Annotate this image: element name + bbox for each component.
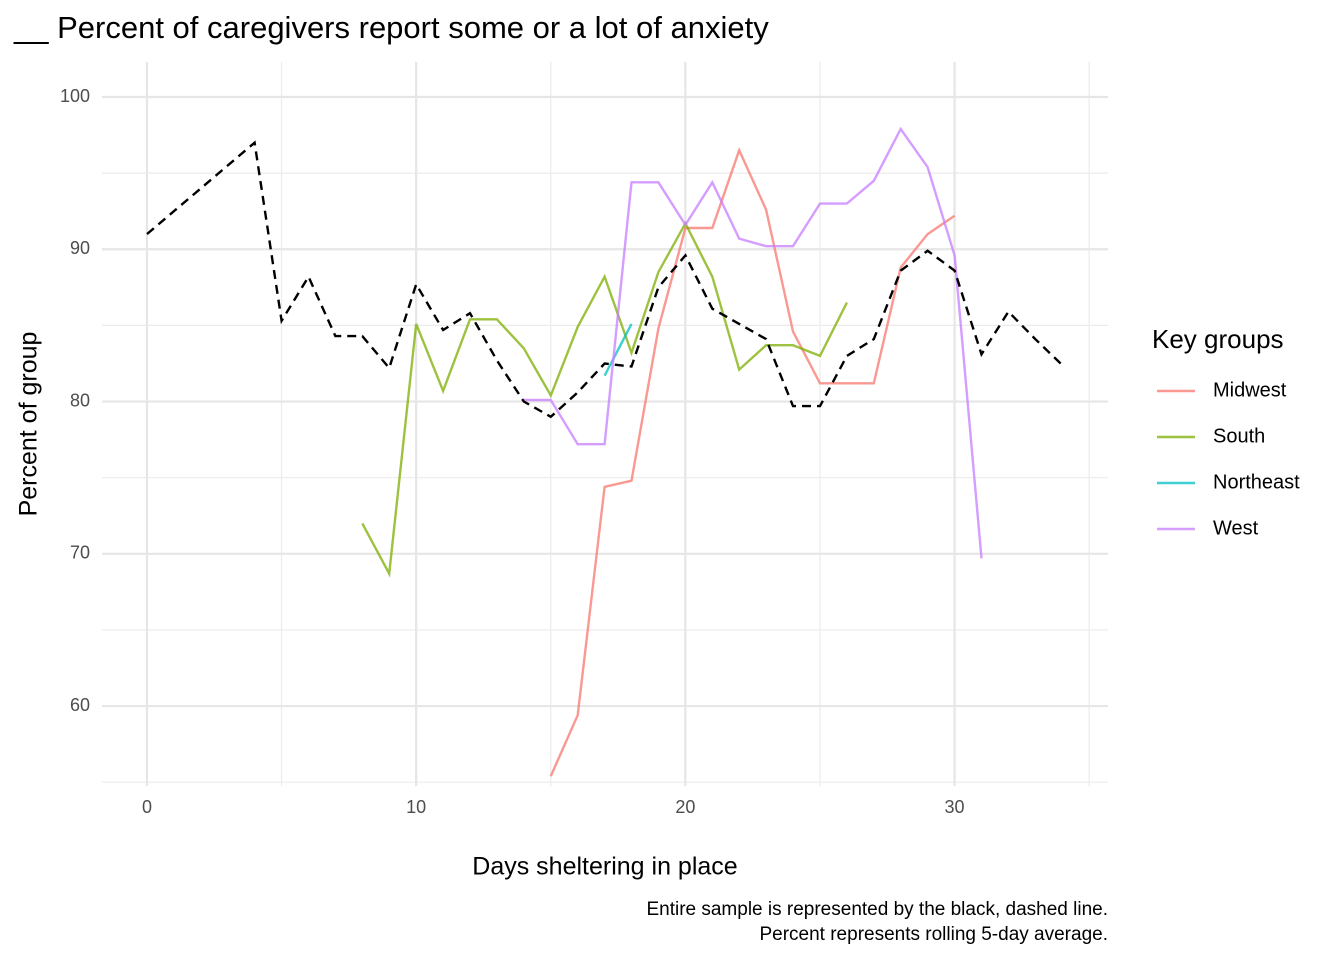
series-line — [549, 147, 956, 777]
reference-line — [146, 140, 1064, 419]
x-tick-label: 0 — [142, 797, 152, 817]
legend-label: Northeast — [1213, 471, 1300, 493]
legend-label: West — [1213, 517, 1259, 539]
y-tick-label: 100 — [60, 86, 90, 106]
legend-label: South — [1213, 425, 1265, 447]
y-axis-label: Percent of group — [15, 332, 43, 517]
series-line — [361, 220, 848, 578]
y-tick-label: 80 — [70, 390, 90, 410]
x-tick-label: 20 — [675, 797, 695, 817]
y-tick-label: 70 — [70, 543, 90, 563]
y-tick-label: 90 — [70, 238, 90, 258]
series-line — [523, 126, 983, 559]
x-axis-label: Days sheltering in place — [472, 853, 737, 881]
legend-label: Midwest — [1213, 379, 1287, 401]
series-line — [603, 323, 633, 377]
y-tick-label: 60 — [70, 695, 90, 715]
legend-title: Key groups — [1152, 324, 1284, 354]
chart-title: __ Percent of caregivers report some or … — [13, 10, 769, 45]
x-tick-label: 10 — [406, 797, 426, 817]
caption: Entire sample is represented by the blac… — [646, 899, 1108, 920]
x-tick-label: 30 — [945, 797, 965, 817]
caption: Percent represents rolling 5-day average… — [759, 924, 1108, 945]
